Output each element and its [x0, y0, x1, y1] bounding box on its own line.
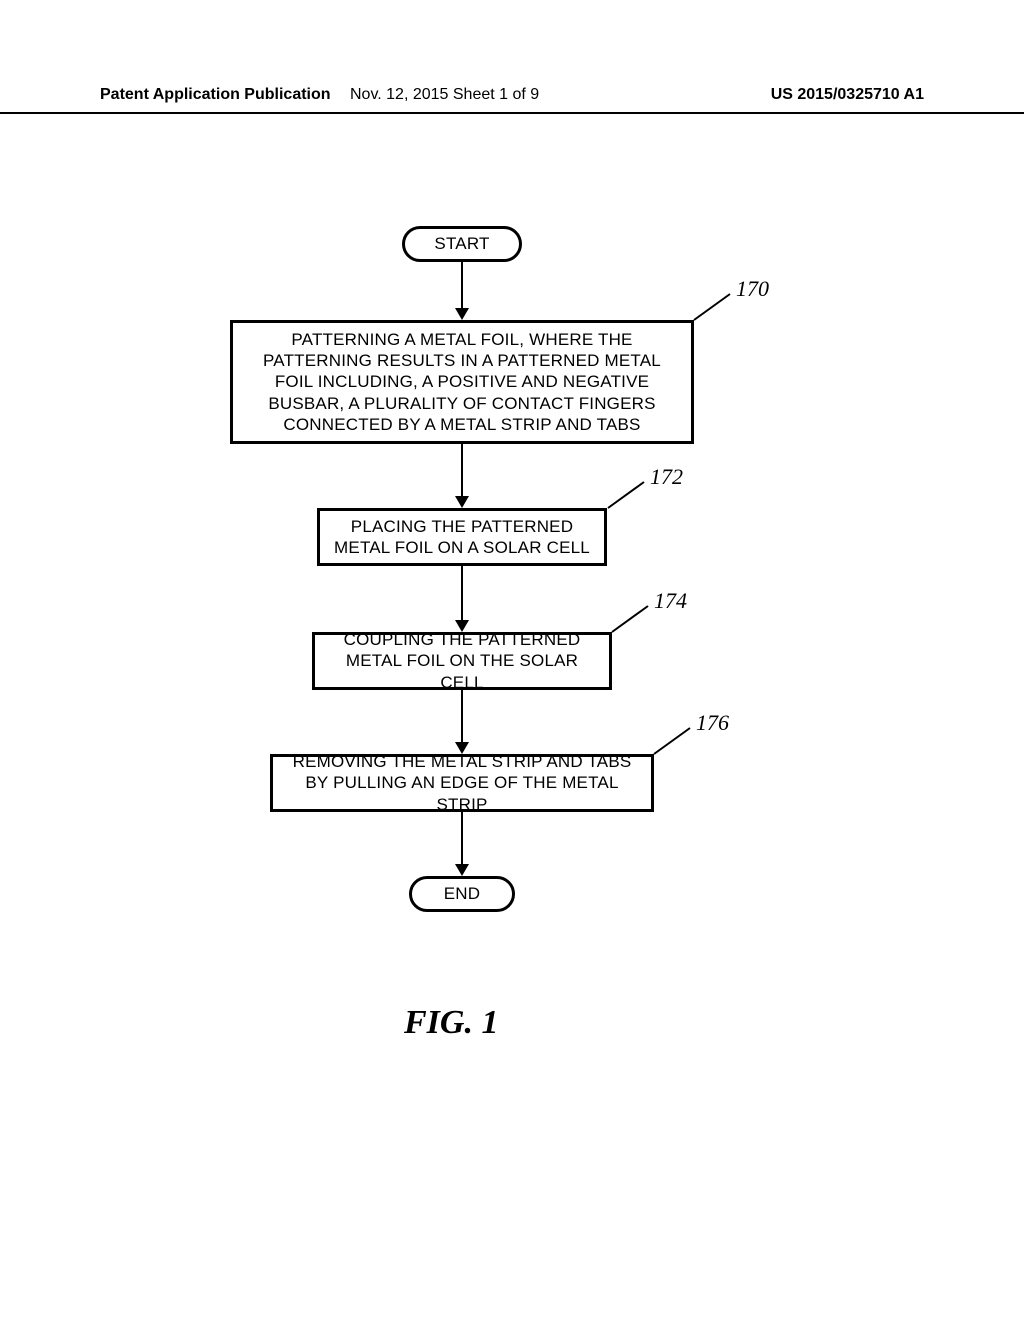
- arrowhead-5: [455, 864, 469, 876]
- ref-170: 170: [736, 276, 769, 302]
- header-center: Nov. 12, 2015 Sheet 1 of 9: [350, 86, 539, 104]
- flow-step-1: PATTERNING A METAL FOIL, WHERE THE PATTE…: [230, 320, 694, 444]
- arrow-step4-to-end: [461, 812, 463, 864]
- leader-170: [692, 290, 742, 322]
- leader-172: [606, 478, 656, 510]
- ref-174: 174: [654, 588, 687, 614]
- arrow-step2-to-step3: [461, 566, 463, 620]
- arrowhead-2: [455, 496, 469, 508]
- flow-end-terminal: END: [409, 876, 515, 912]
- page-header: Patent Application Publication Nov. 12, …: [0, 86, 1024, 114]
- header-left: Patent Application Publication: [100, 86, 331, 104]
- flow-step-2: PLACING THE PATTERNED METAL FOIL ON A SO…: [317, 508, 607, 566]
- flow-start-terminal: START: [402, 226, 522, 262]
- step2-text: PLACING THE PATTERNED METAL FOIL ON A SO…: [330, 516, 594, 559]
- header-right: US 2015/0325710 A1: [771, 86, 924, 104]
- arrow-step3-to-step4: [461, 690, 463, 742]
- step4-text: REMOVING THE METAL STRIP AND TABS BY PUL…: [283, 751, 641, 815]
- step1-text: PATTERNING A METAL FOIL, WHERE THE PATTE…: [243, 329, 681, 435]
- start-label: START: [434, 233, 489, 254]
- page: Patent Application Publication Nov. 12, …: [0, 0, 1024, 1320]
- arrowhead-1: [455, 308, 469, 320]
- ref-172: 172: [650, 464, 683, 490]
- arrow-start-to-step1: [461, 262, 463, 308]
- step3-text: COUPLING THE PATTERNED METAL FOIL ON THE…: [325, 629, 599, 693]
- flow-step-4: REMOVING THE METAL STRIP AND TABS BY PUL…: [270, 754, 654, 812]
- end-label: END: [444, 883, 481, 904]
- arrow-step1-to-step2: [461, 444, 463, 496]
- leader-174: [610, 602, 660, 634]
- figure-label: FIG. 1: [404, 1004, 498, 1042]
- flow-step-3: COUPLING THE PATTERNED METAL FOIL ON THE…: [312, 632, 612, 690]
- leader-176: [652, 724, 702, 756]
- ref-176: 176: [696, 710, 729, 736]
